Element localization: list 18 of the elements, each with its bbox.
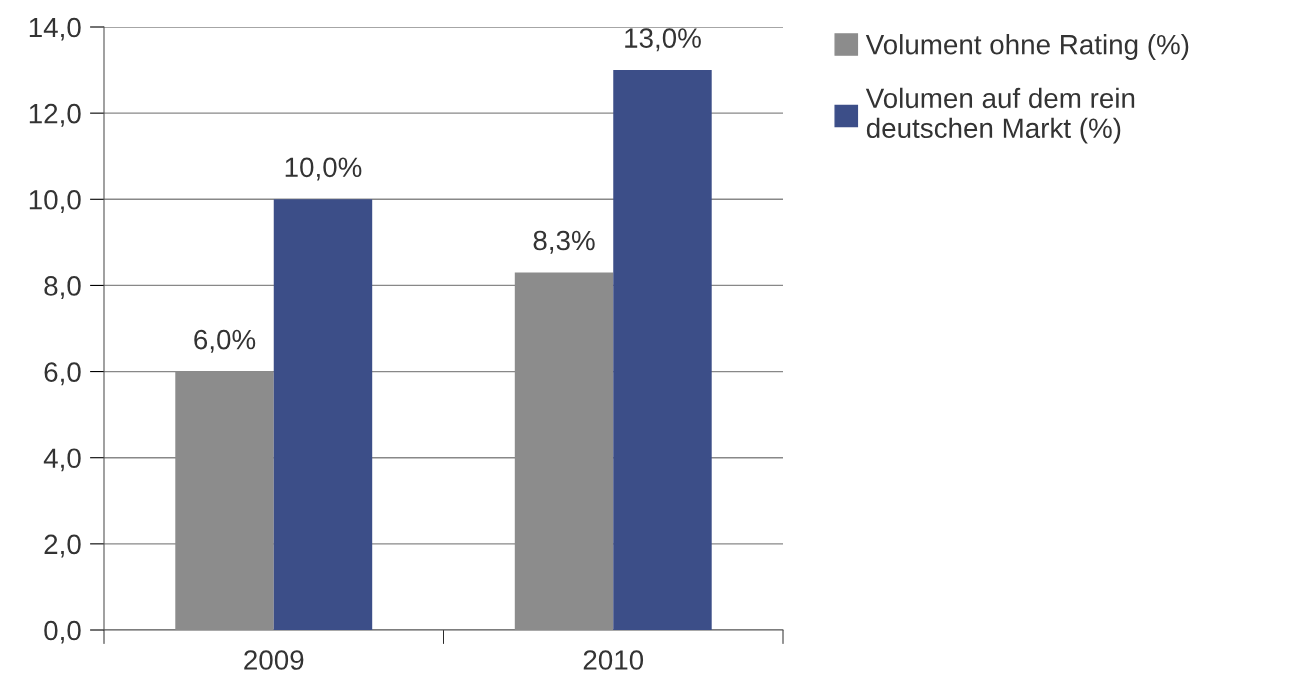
legend-label: Volument ohne Rating (%): [865, 34, 1189, 60]
y-tick-label: 8,0: [44, 276, 81, 300]
y-tick-label: 0,0: [44, 620, 81, 644]
y-tick-label: 2,0: [44, 534, 81, 558]
data-label: 6,0%: [194, 329, 256, 353]
y-tick-label: 10,0: [29, 189, 81, 213]
data-label: 8,3%: [533, 230, 595, 254]
data-label: 10,0%: [285, 157, 362, 181]
y-tick-label: 14,0: [29, 17, 81, 41]
data-label: 13,0%: [625, 28, 701, 52]
x-tick-label: 2009: [244, 650, 304, 670]
y-tick-label: 12,0: [29, 103, 81, 127]
bar: [613, 70, 712, 630]
legend-label: Volumen auf dem rein deutschen Markt (%): [865, 87, 1135, 144]
x-tick-label: 2010: [583, 650, 644, 670]
bar: [273, 199, 373, 630]
y-tick-label: 4,0: [43, 448, 81, 472]
y-tick-label: 6,0: [44, 362, 81, 386]
